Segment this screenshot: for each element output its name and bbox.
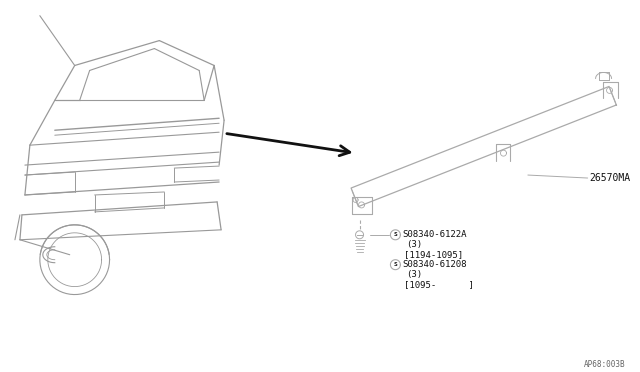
Text: S: S [394, 232, 397, 237]
Text: 26570MA: 26570MA [589, 173, 631, 183]
Text: [1095-      ]: [1095- ] [404, 280, 474, 289]
Text: [1194-1095]: [1194-1095] [404, 250, 463, 259]
Text: S08340-61208: S08340-61208 [403, 260, 467, 269]
Text: S08340-6122A: S08340-6122A [403, 230, 467, 239]
Text: (3): (3) [406, 270, 422, 279]
Text: (3): (3) [406, 240, 422, 249]
Text: AP68:003B: AP68:003B [584, 360, 625, 369]
Text: S: S [394, 262, 397, 267]
